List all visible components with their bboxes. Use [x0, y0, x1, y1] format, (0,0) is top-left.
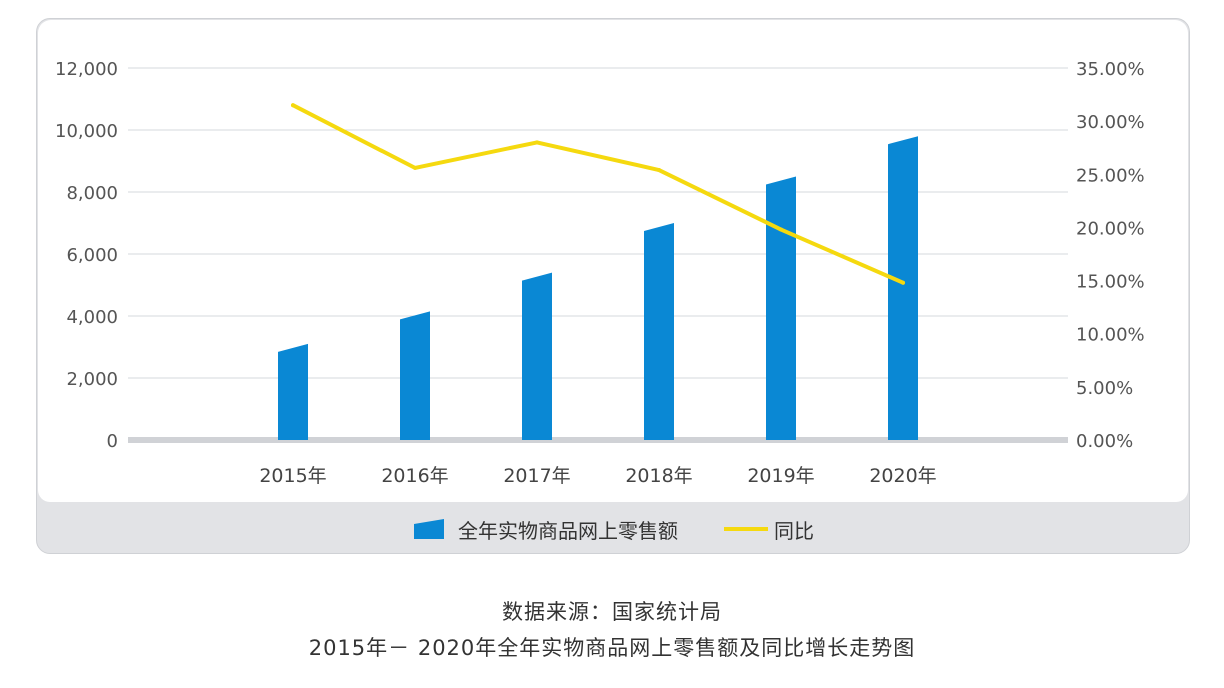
bar	[522, 272, 552, 440]
left-tick-label: 8,000	[66, 183, 118, 204]
left-tick-label: 6,000	[66, 245, 118, 266]
line-point	[413, 165, 417, 170]
bar	[644, 223, 674, 440]
bar	[278, 343, 308, 440]
legend-line-item: 同比	[678, 515, 814, 544]
right-tick-label: 5.00%	[1076, 378, 1133, 399]
category-label: 2018年	[625, 465, 692, 487]
bar-series	[278, 136, 918, 440]
right-tick-label: 10.00%	[1076, 325, 1145, 346]
line-point	[535, 140, 539, 145]
left-tick-label: 0	[107, 431, 118, 452]
left-axis-ticks: 0 2,000 4,000 6,000 8,000 10,000 12,000	[55, 59, 118, 452]
bar	[888, 136, 918, 440]
line-series	[291, 103, 905, 285]
right-tick-label: 35.00%	[1076, 59, 1145, 80]
category-label: 2017年	[503, 465, 570, 487]
left-tick-label: 12,000	[55, 59, 118, 80]
legend-bar-label: 全年实物商品网上零售额	[458, 518, 678, 543]
legend-line-swatch	[724, 527, 768, 531]
left-tick-label: 10,000	[55, 121, 118, 142]
bar	[766, 176, 796, 440]
line-point	[657, 168, 661, 173]
category-labels: 2015年 2016年 2017年 2018年 2019年 2020年	[259, 465, 936, 487]
right-tick-label: 0.00%	[1076, 431, 1133, 452]
right-tick-label: 25.00%	[1076, 165, 1145, 186]
legend-line-label: 同比	[774, 518, 814, 543]
right-tick-label: 15.00%	[1076, 272, 1145, 293]
bar	[400, 311, 430, 440]
right-axis-ticks: 0.00% 5.00% 10.00% 15.00% 20.00% 25.00% 30.00%…	[1076, 59, 1145, 452]
line-path	[291, 103, 905, 285]
legend-bar-swatch	[414, 519, 444, 539]
line-point	[779, 227, 783, 232]
category-label: 2016年	[381, 465, 448, 487]
right-tick-label: 30.00%	[1076, 112, 1145, 133]
right-tick-label: 20.00%	[1076, 218, 1145, 239]
left-tick-label: 4,000	[66, 307, 118, 328]
plot-panel: 0 2,000 4,000 6,000 8,000 10,000 12,000 0.00% 5…	[38, 20, 1188, 502]
chart-caption: 2015年－ 2020年全年实物商品网上零售额及同比增长走势图	[308, 636, 916, 660]
source-note: 数据来源：国家统计局	[502, 600, 722, 624]
legend-bar-item: 全年实物商品网上零售额	[414, 515, 678, 544]
chart-card: 0 2,000 4,000 6,000 8,000 10,000 12,000 0.00% 5…	[36, 18, 1190, 554]
chart-svg: 0 2,000 4,000 6,000 8,000 10,000 12,000 0.00% 5…	[55, 59, 1145, 487]
category-label: 2015年	[259, 465, 326, 487]
grid-lines	[128, 67, 1068, 443]
category-label: 2020年	[869, 465, 936, 487]
line-point	[291, 103, 295, 108]
legend: 全年实物商品网上零售额 同比	[37, 515, 1191, 543]
category-label: 2019年	[747, 465, 814, 487]
line-point	[901, 280, 905, 285]
left-tick-label: 2,000	[66, 369, 118, 390]
